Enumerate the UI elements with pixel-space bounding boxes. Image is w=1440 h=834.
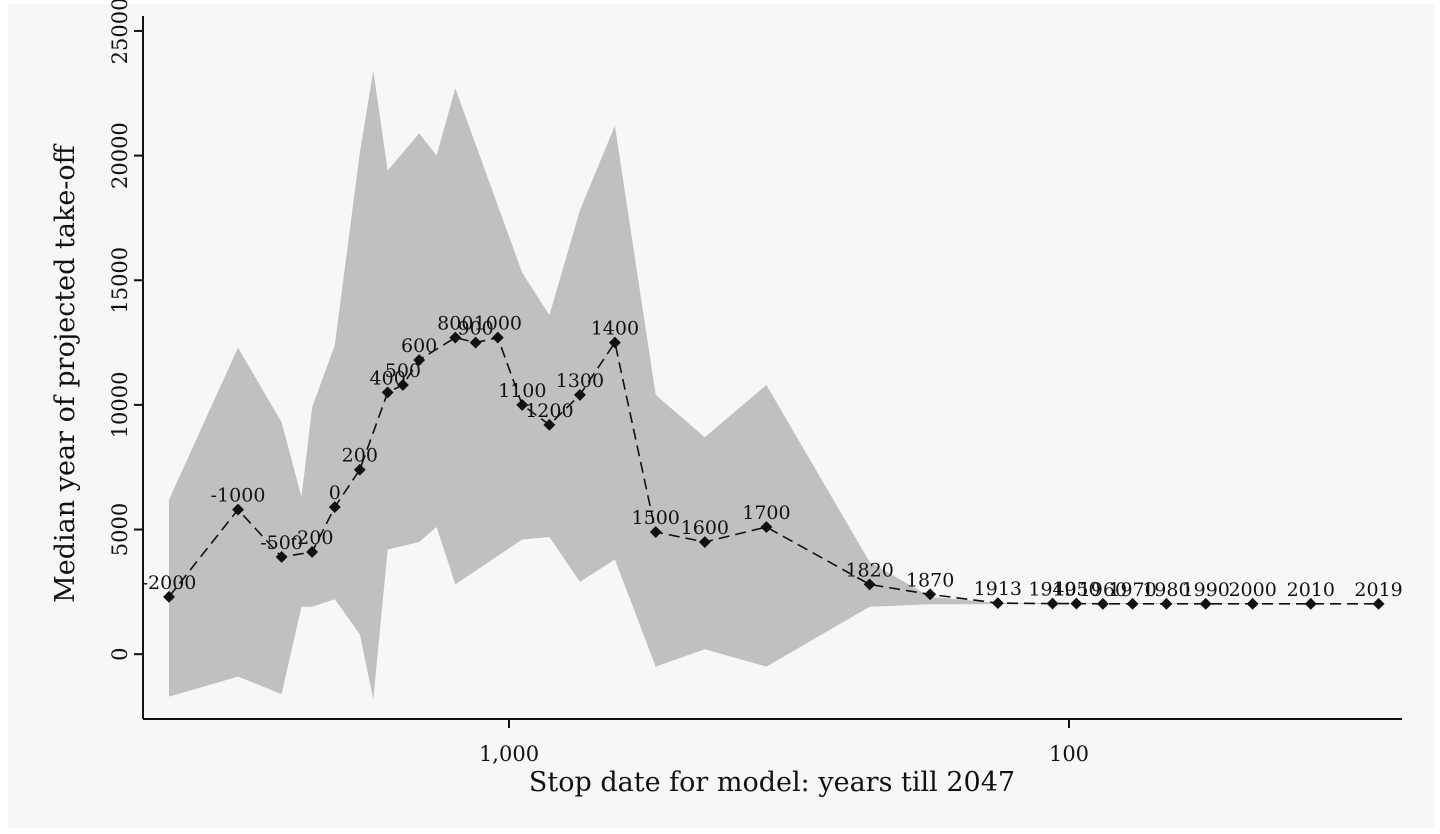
data-point-label: 1990 [1182,579,1230,601]
x-axis-ticks: 1,000 100 [479,719,1089,766]
data-point-label: 0 [329,482,341,504]
data-point-label: -2000 [142,572,197,594]
data-point-label: 1980 [1142,579,1190,601]
data-point-label: 2010 [1287,579,1335,601]
data-point-label: 1400 [591,318,639,340]
data-point-label: 1913 [974,578,1022,600]
x-tick-label: 1,000 [479,742,539,766]
data-point-label: 1100 [498,380,546,402]
data-point-label: 500 [385,360,421,382]
y-tick-label: 10000 [108,371,132,438]
data-point-label: 1500 [632,507,680,529]
data-point-label: 2019 [1354,579,1402,601]
data-point-label: 1000 [474,313,522,335]
y-tick-label: 15000 [108,247,132,314]
data-point-label: -500 [260,532,303,554]
data-point-label: 2000 [1228,579,1276,601]
data-point-label: -200 [291,527,334,549]
y-tick-label: 5000 [108,503,132,556]
data-point-label: 1600 [681,517,729,539]
data-point-label: 1960 [1079,579,1127,601]
point-labels: -2000-1000-500-2000200400500600800900100… [142,313,1403,601]
data-point-label: 1200 [525,400,573,422]
data-point-label: 600 [401,335,437,357]
data-point-label: 400 [370,367,406,389]
data-point-label: 1970 [1108,579,1156,601]
data-point-label: 1940 [1028,579,1076,601]
data-point-label: 1300 [556,370,604,392]
x-tick-label: 100 [1049,742,1089,766]
data-point-label: 900 [458,318,494,340]
y-tick-label: 20000 [108,122,132,189]
data-point-label: 200 [342,445,378,467]
x-axis-title: Stop date for model: years till 2047 [529,767,1015,798]
y-tick-label: 25000 [108,0,132,64]
data-point-label: 1700 [742,502,790,524]
y-tick-label: 0 [108,647,132,660]
data-point-label: 1870 [906,569,954,591]
confidence-band [169,70,1388,700]
data-point-label: 800 [437,313,473,335]
data-point-label: 1950 [1052,579,1100,601]
data-point-label: 1820 [845,559,893,581]
data-point-label: -1000 [211,485,266,507]
y-axis-title: Median year of projected take-off [50,143,81,603]
y-axis-ticks: 0 5000 10000 15000 20000 25000 [108,0,143,661]
